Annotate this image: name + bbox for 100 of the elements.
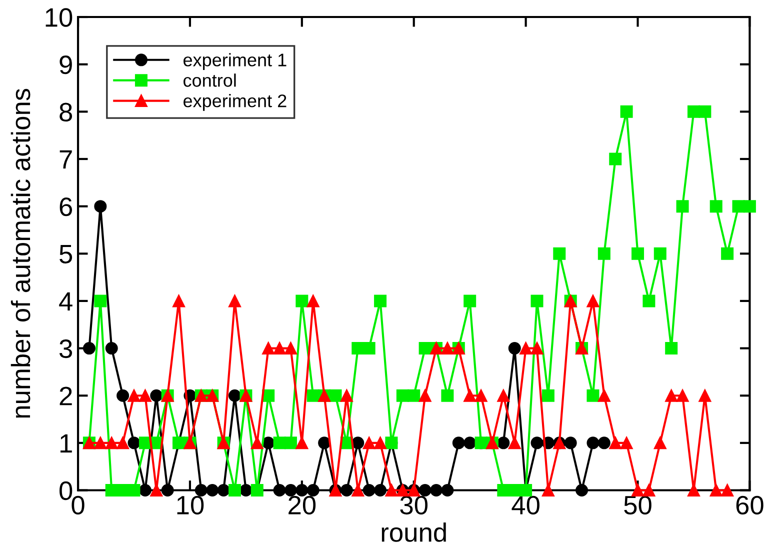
point bbox=[632, 484, 644, 497]
point bbox=[642, 294, 656, 308]
point bbox=[374, 484, 387, 497]
point bbox=[530, 342, 544, 355]
point bbox=[609, 436, 622, 450]
y-tick-label: 7 bbox=[60, 150, 72, 169]
x-axis-title: round bbox=[382, 522, 446, 542]
point bbox=[452, 436, 465, 450]
point bbox=[464, 436, 476, 450]
point bbox=[284, 484, 297, 497]
point bbox=[710, 200, 722, 213]
x-tick-label: 60 bbox=[736, 496, 764, 514]
point bbox=[520, 342, 532, 355]
point bbox=[329, 389, 342, 402]
point bbox=[418, 484, 432, 497]
point bbox=[620, 105, 633, 118]
y-tick-label: 0 bbox=[60, 481, 72, 500]
point bbox=[284, 342, 297, 355]
point bbox=[632, 247, 644, 260]
point bbox=[441, 484, 454, 497]
point bbox=[340, 484, 353, 497]
point bbox=[687, 484, 700, 497]
y-tick-label: 3 bbox=[60, 339, 72, 358]
point bbox=[94, 200, 107, 213]
point bbox=[116, 484, 130, 497]
legend-label: experiment 2 bbox=[184, 94, 286, 111]
point bbox=[306, 484, 320, 497]
point bbox=[273, 484, 286, 497]
x-tick-label: 30 bbox=[400, 496, 428, 514]
point bbox=[464, 389, 476, 402]
y-tick-label: 4 bbox=[59, 292, 72, 311]
point bbox=[150, 389, 163, 402]
point bbox=[654, 436, 666, 450]
x-tick-label: 10 bbox=[177, 496, 204, 514]
point bbox=[206, 484, 219, 497]
point bbox=[441, 342, 454, 355]
x-tick-label: 40 bbox=[512, 496, 540, 514]
point bbox=[194, 484, 208, 497]
point bbox=[676, 200, 689, 213]
point bbox=[273, 342, 286, 355]
point bbox=[576, 484, 588, 497]
point bbox=[240, 484, 252, 497]
point bbox=[262, 342, 275, 355]
point bbox=[105, 342, 118, 355]
y-tick-label: 10 bbox=[46, 8, 72, 27]
y-tick-label: 6 bbox=[60, 197, 72, 216]
point bbox=[228, 389, 242, 402]
point bbox=[116, 436, 130, 450]
point bbox=[609, 152, 622, 166]
point bbox=[698, 105, 712, 118]
point bbox=[497, 436, 510, 450]
point bbox=[352, 436, 364, 450]
point bbox=[318, 436, 331, 450]
point bbox=[542, 484, 554, 497]
point bbox=[296, 436, 308, 450]
point bbox=[306, 294, 320, 308]
point bbox=[464, 294, 476, 308]
point bbox=[94, 436, 107, 450]
point bbox=[530, 294, 544, 308]
point bbox=[721, 484, 734, 497]
point bbox=[374, 294, 387, 308]
x-tick-label: 20 bbox=[288, 496, 316, 514]
legend-label: control bbox=[184, 74, 236, 87]
point bbox=[418, 389, 432, 402]
point bbox=[374, 436, 387, 450]
y-tick-label: 8 bbox=[60, 102, 72, 122]
x-tick-label: 0 bbox=[72, 496, 84, 514]
point bbox=[743, 200, 756, 213]
point bbox=[564, 436, 577, 450]
point bbox=[228, 484, 242, 497]
point bbox=[352, 342, 364, 355]
x-tick-label: 50 bbox=[624, 496, 652, 514]
point bbox=[250, 436, 264, 450]
point bbox=[474, 389, 488, 402]
point bbox=[497, 484, 510, 497]
point bbox=[676, 389, 689, 402]
point bbox=[586, 436, 600, 450]
point bbox=[138, 484, 152, 497]
point bbox=[161, 484, 174, 497]
point bbox=[82, 342, 96, 355]
point bbox=[642, 484, 656, 497]
y-tick-label: 1 bbox=[60, 434, 72, 452]
point bbox=[284, 436, 297, 450]
point bbox=[408, 389, 420, 402]
point bbox=[721, 247, 734, 260]
point bbox=[172, 294, 186, 308]
point bbox=[228, 294, 242, 308]
point bbox=[385, 484, 398, 497]
point bbox=[116, 389, 130, 402]
point bbox=[698, 389, 712, 402]
point bbox=[352, 484, 364, 497]
point bbox=[530, 436, 544, 450]
point bbox=[598, 436, 610, 450]
point bbox=[508, 436, 521, 450]
point bbox=[296, 294, 308, 308]
point bbox=[94, 294, 107, 308]
point bbox=[217, 484, 230, 497]
legend-label: experiment 1 bbox=[184, 53, 286, 70]
point bbox=[362, 484, 376, 497]
point bbox=[620, 436, 633, 450]
